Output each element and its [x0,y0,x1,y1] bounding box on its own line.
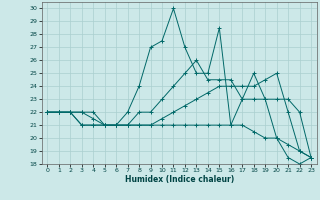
X-axis label: Humidex (Indice chaleur): Humidex (Indice chaleur) [124,175,234,184]
